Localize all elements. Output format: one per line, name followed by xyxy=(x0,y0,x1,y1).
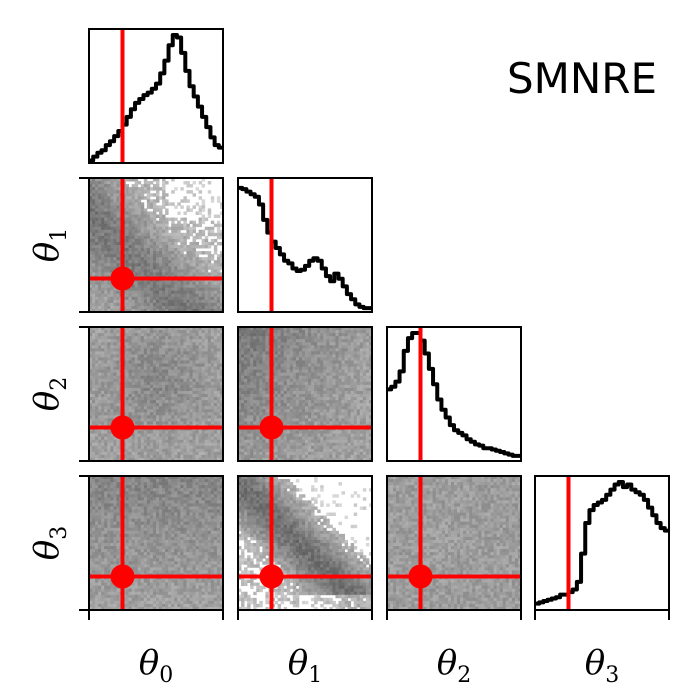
truth-point-2-3 xyxy=(408,564,433,589)
panel-frame-0-2 xyxy=(88,326,224,462)
marginal-hist-0 xyxy=(89,33,223,163)
chart-title: SMNRE xyxy=(506,54,657,103)
marginal-hist-1 xyxy=(238,185,372,311)
truth-point-1-2 xyxy=(259,415,284,440)
truth-point-0-2 xyxy=(110,415,135,440)
density-1-2 xyxy=(238,327,373,462)
panel-frame-1-2 xyxy=(237,326,373,462)
marginal-frame-3 xyxy=(534,475,670,611)
x-axis-label-3: θ3 xyxy=(585,643,619,688)
marginal-hist-3 xyxy=(535,480,669,606)
density-1-3 xyxy=(238,476,373,611)
marginal-frame-1 xyxy=(237,177,373,313)
y-axis-label-1: θ1 xyxy=(27,228,72,262)
y-axis-label-2: θ2 xyxy=(27,377,72,411)
panel-frame-0-1 xyxy=(88,177,224,313)
x-axis-label-2: θ2 xyxy=(437,643,471,688)
density-0-2 xyxy=(89,327,224,462)
density-0-3 xyxy=(89,476,224,611)
x-axis-label-0: θ0 xyxy=(139,643,173,688)
density-2-3 xyxy=(387,476,522,611)
truth-point-0-3 xyxy=(110,564,135,589)
marginal-hist-2 xyxy=(387,331,521,458)
density-0-1 xyxy=(89,178,224,313)
x-axis-label-1: θ1 xyxy=(288,643,322,688)
truth-point-1-3 xyxy=(259,564,284,589)
truth-point-0-1 xyxy=(110,266,135,291)
panel-frame-2-3 xyxy=(386,475,522,611)
panel-frame-0-3 xyxy=(88,475,224,611)
panel-frame-1-3 xyxy=(237,475,373,611)
marginal-frame-2 xyxy=(386,326,522,462)
y-axis-label-3: θ3 xyxy=(27,526,72,560)
marginal-frame-0 xyxy=(88,28,224,164)
